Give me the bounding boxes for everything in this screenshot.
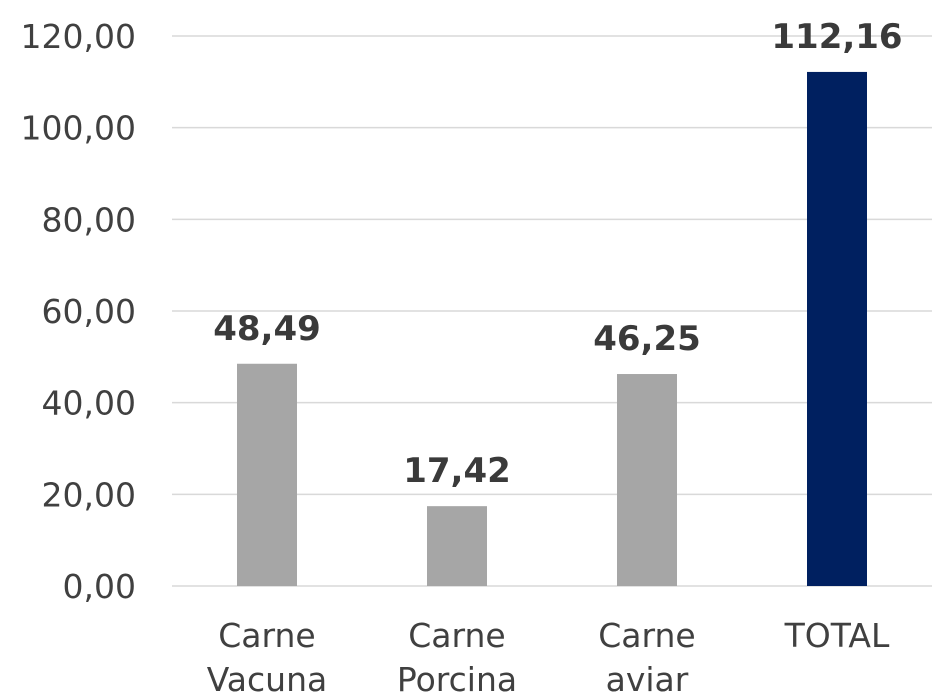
x-axis-categories: Carne Vacuna Carne Porcina Carne aviar TOTAL xyxy=(207,616,890,692)
y-tick-label: 40,00 xyxy=(42,384,136,423)
y-tick-label: 80,00 xyxy=(42,200,136,239)
x-category-label: Porcina xyxy=(397,660,517,692)
y-tick-label: 20,00 xyxy=(42,475,136,514)
bars xyxy=(237,71,867,586)
data-label: 48,49 xyxy=(213,309,321,349)
y-axis-ticks: 0,00 20,00 40,00 60,00 80,00 100,00 120,00 xyxy=(21,17,136,606)
data-label: 46,25 xyxy=(593,319,701,359)
x-category-label: Carne xyxy=(408,616,505,655)
x-category-label: aviar xyxy=(606,660,689,692)
y-tick-label: 100,00 xyxy=(21,109,136,148)
bar xyxy=(807,71,867,586)
bar xyxy=(617,374,677,586)
y-tick-label: 60,00 xyxy=(42,292,136,331)
x-category-label: Carne xyxy=(598,616,695,655)
data-labels: 48,49 17,42 46,25 112,16 xyxy=(213,17,902,491)
bar xyxy=(427,506,487,586)
bar xyxy=(237,363,297,586)
x-category-label: TOTAL xyxy=(784,616,890,655)
gridlines xyxy=(172,35,932,587)
x-category-label: Carne xyxy=(218,616,315,655)
y-tick-label: 0,00 xyxy=(63,567,136,606)
x-category-label: Vacuna xyxy=(207,660,327,692)
data-label: 112,16 xyxy=(771,17,902,57)
y-tick-label: 120,00 xyxy=(21,17,136,56)
data-label: 17,42 xyxy=(403,451,511,491)
